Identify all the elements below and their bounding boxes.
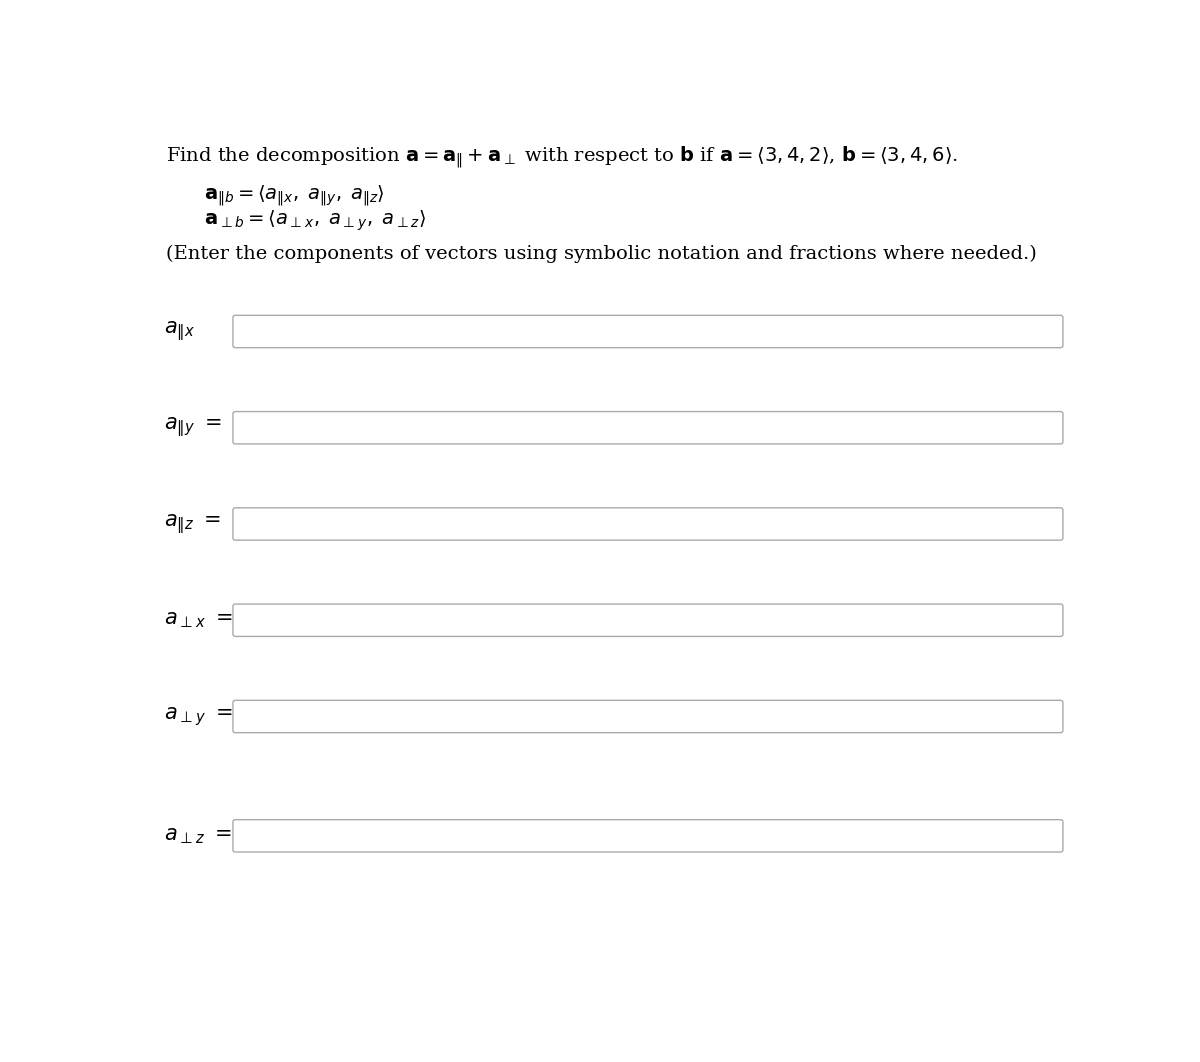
FancyBboxPatch shape	[233, 508, 1063, 541]
Text: $\mathbf{a}_{\|b} = \langle a_{\|x},\; a_{\|y},\; a_{\|z}\rangle$: $\mathbf{a}_{\|b} = \langle a_{\|x},\; a…	[204, 183, 385, 208]
FancyBboxPatch shape	[233, 412, 1063, 444]
FancyBboxPatch shape	[233, 820, 1063, 852]
Text: $a_{\|z}$ $=$: $a_{\|z}$ $=$	[164, 512, 221, 535]
Text: $a_{\bot z}$ $=$: $a_{\bot z}$ $=$	[164, 826, 232, 845]
Text: $\mathbf{a}_{\bot b} = \langle a_{\bot x},\; a_{\bot y},\; a_{\bot z}\rangle$: $\mathbf{a}_{\bot b} = \langle a_{\bot x…	[204, 208, 426, 233]
Text: $a_{\|y}$ $=$: $a_{\|y}$ $=$	[164, 416, 221, 440]
Text: $a_{\|x}$: $a_{\|x}$	[164, 320, 194, 343]
Text: $a_{\bot x}$ $=$: $a_{\bot x}$ $=$	[164, 611, 233, 630]
FancyBboxPatch shape	[233, 315, 1063, 347]
Text: Find the decomposition $\mathbf{a} = \mathbf{a}_{\|} + \mathbf{a}_{\bot}$ with r: Find the decomposition $\mathbf{a} = \ma…	[166, 144, 958, 170]
FancyBboxPatch shape	[233, 604, 1063, 636]
Text: (Enter the components of vectors using symbolic notation and fractions where nee: (Enter the components of vectors using s…	[166, 244, 1037, 262]
FancyBboxPatch shape	[233, 700, 1063, 733]
Text: $a_{\bot y}$ $=$: $a_{\bot y}$ $=$	[164, 705, 233, 727]
